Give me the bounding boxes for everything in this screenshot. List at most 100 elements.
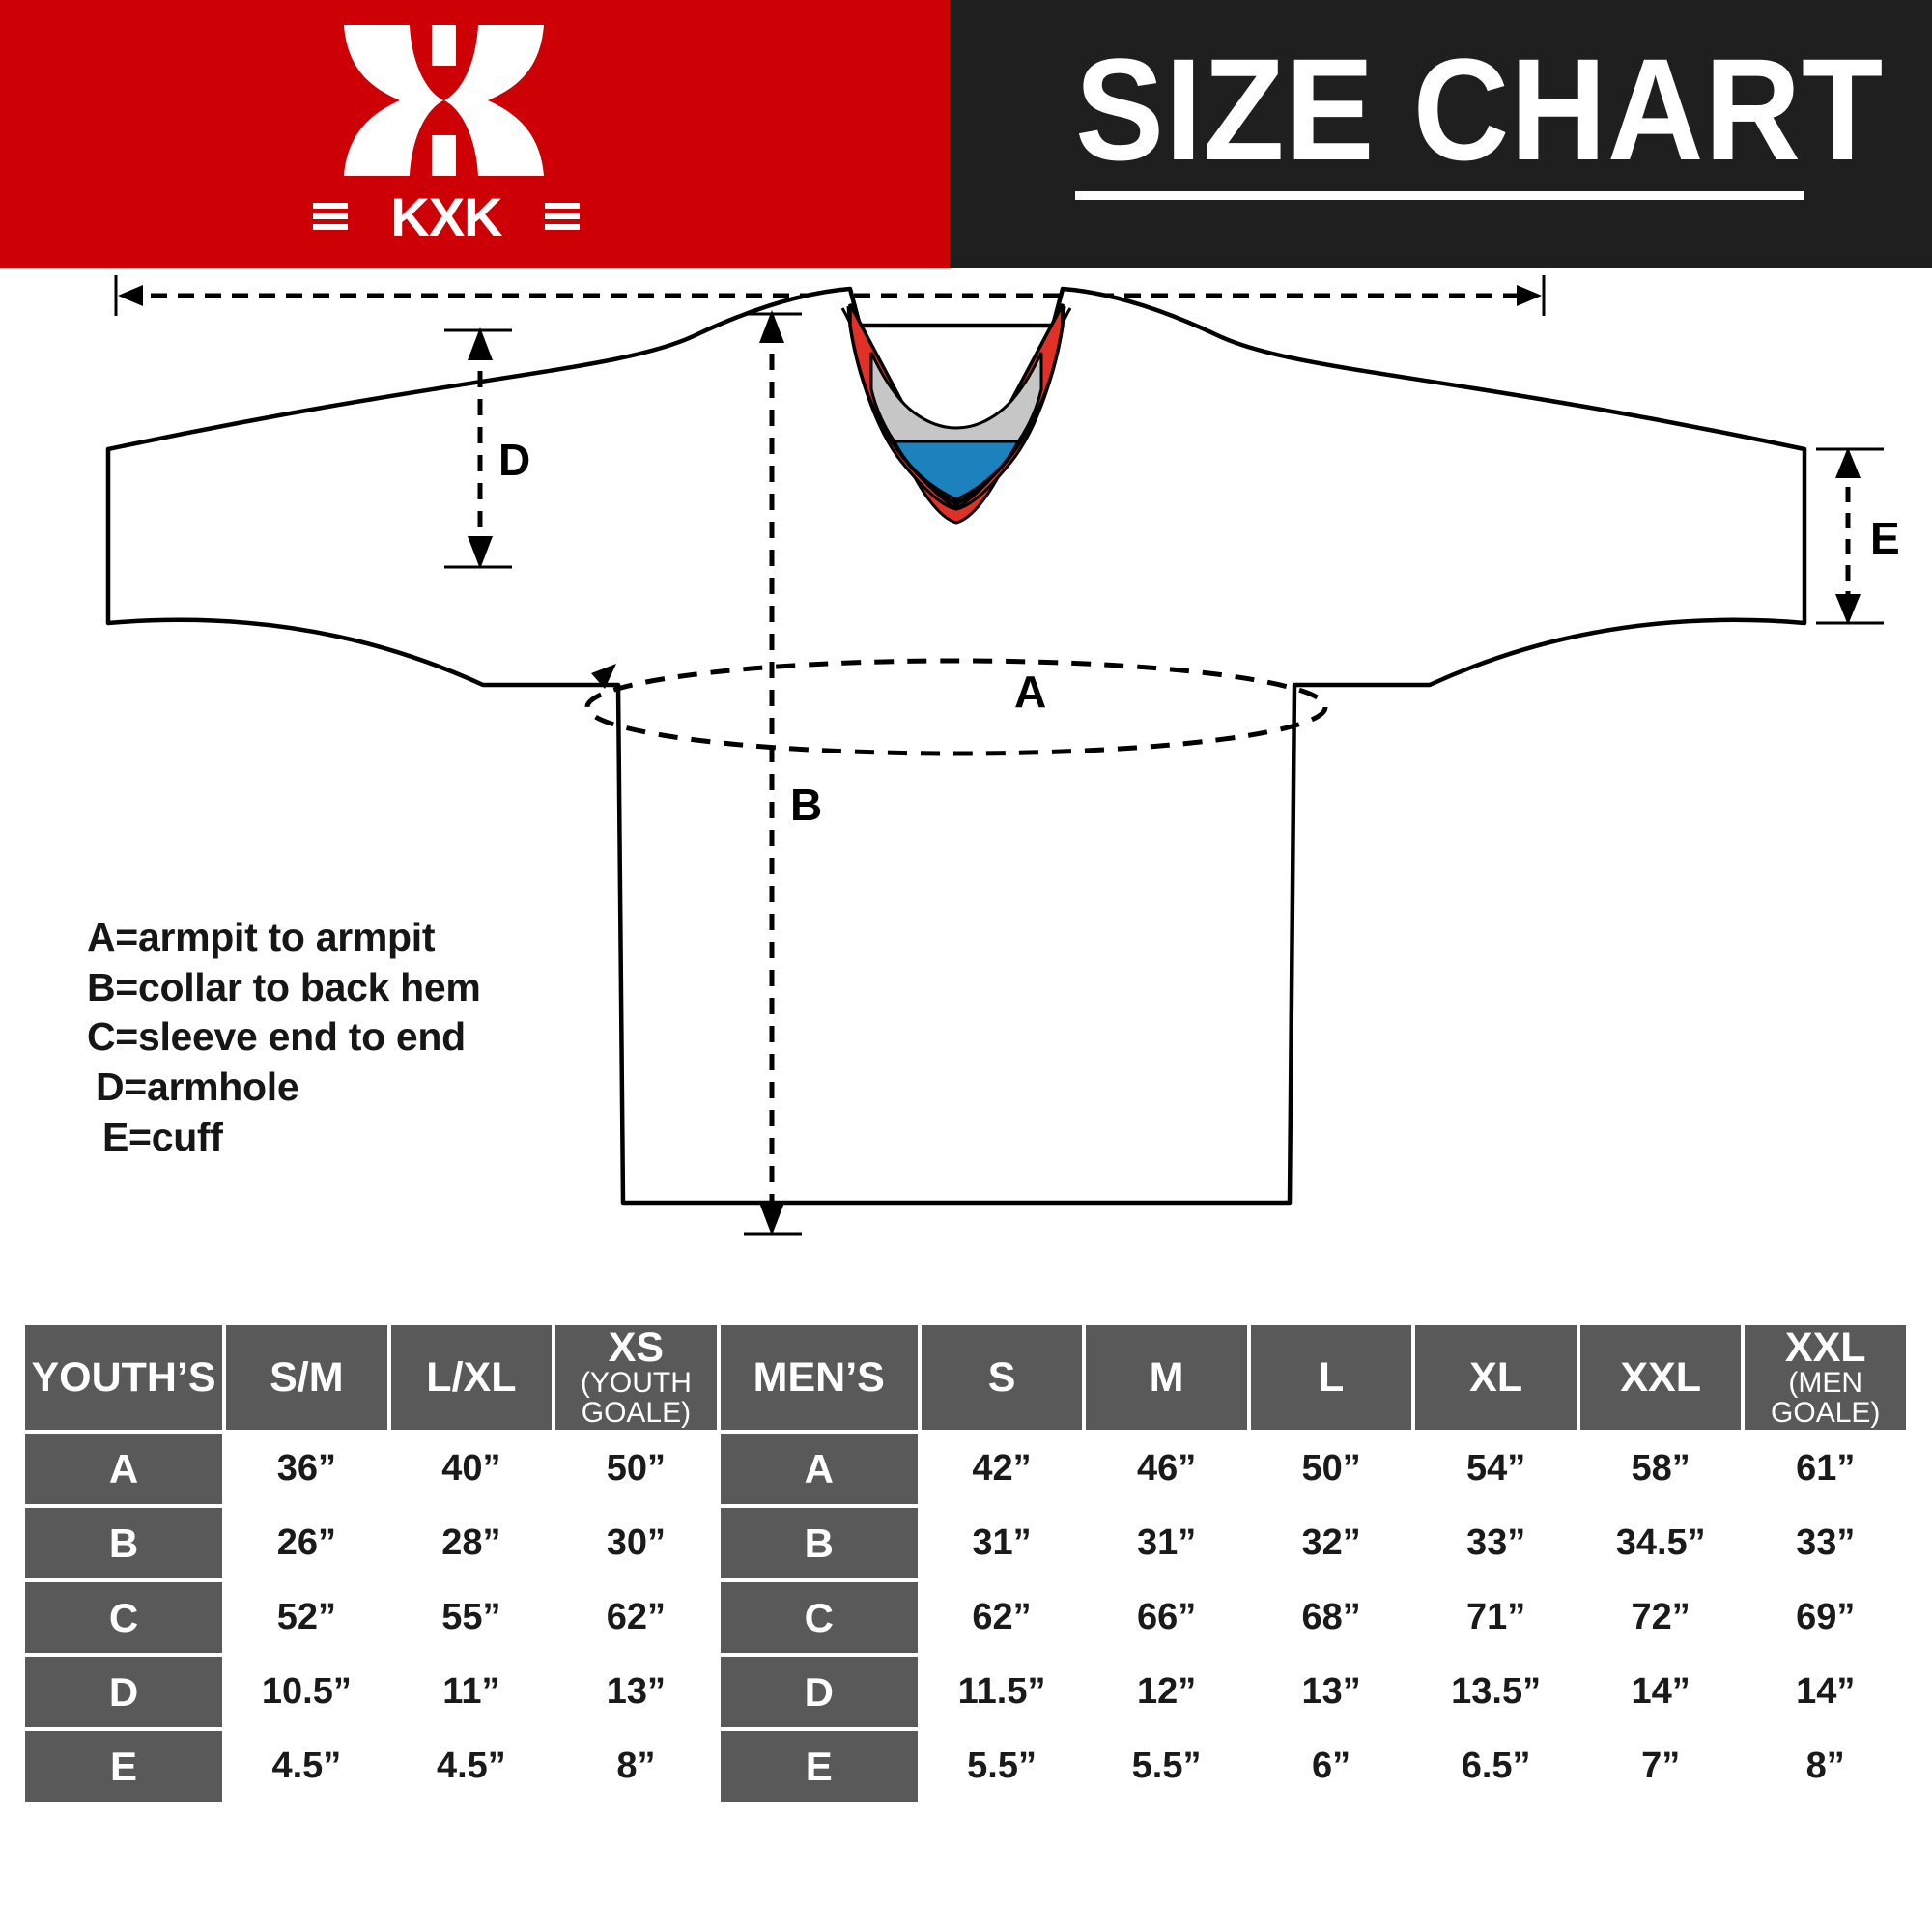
svg-text:KXK: KXK [390, 187, 502, 243]
table-row: E 4.5” 4.5” 8” E 5.5” 5.5” 6” 6.5” 7” 8” [25, 1731, 1906, 1802]
title-block: SIZE CHART [1075, 37, 1906, 200]
dimension-e-label: E [1870, 513, 1900, 563]
dimension-b: B [744, 310, 822, 1236]
header-youth-xs: XS (YOUTH GOALE) [555, 1325, 717, 1430]
title-underline [1075, 191, 1804, 200]
header-mens: MEN’S [720, 1325, 918, 1430]
cell-youth-d-xs: 13” [555, 1657, 717, 1727]
row-label-mens-b: B [720, 1508, 918, 1578]
cell-mens-a-xxl: 58” [1579, 1434, 1742, 1504]
size-chart-table: YOUTH’S S/M L/XL XS (YOUTH GOALE) MEN’S … [21, 1321, 1910, 1805]
cell-youth-a-sm: 36” [226, 1434, 387, 1504]
cell-mens-a-xxlg: 61” [1745, 1434, 1906, 1504]
cell-mens-e-xl: 6.5” [1415, 1731, 1577, 1802]
kxk-wordmark-icon: KXK [313, 186, 580, 247]
header-mens-l: L [1250, 1325, 1412, 1430]
cell-youth-c-lxl: 55” [390, 1582, 553, 1653]
legend-line-d: D=armhole [96, 1064, 299, 1109]
cell-mens-a-xl: 54” [1415, 1434, 1577, 1504]
cell-mens-b-m: 31” [1086, 1508, 1247, 1578]
cell-mens-a-m: 46” [1086, 1434, 1247, 1504]
header-youth-xs-main: XS [608, 1323, 665, 1371]
cell-mens-e-xxlg: 8” [1745, 1731, 1906, 1802]
dimension-a: A [584, 658, 1328, 756]
cell-mens-c-xxl: 72” [1579, 1582, 1742, 1653]
cell-youth-a-xs: 50” [555, 1434, 717, 1504]
cell-mens-e-s: 5.5” [921, 1731, 1083, 1802]
cell-youth-b-sm: 26” [226, 1508, 387, 1578]
cell-mens-d-l: 13” [1250, 1657, 1412, 1727]
cell-mens-d-s: 11.5” [921, 1657, 1083, 1727]
cell-youth-d-sm: 10.5” [226, 1657, 387, 1727]
cell-youth-e-sm: 4.5” [226, 1731, 387, 1802]
cell-mens-d-m: 12” [1086, 1657, 1247, 1727]
kxk-hourglass-logo-icon [344, 25, 544, 176]
cell-mens-b-xxlg: 33” [1745, 1508, 1906, 1578]
header-brand-panel: KXK [0, 0, 950, 268]
header-youth-sm: S/M [226, 1325, 387, 1430]
cell-mens-e-l: 6” [1250, 1731, 1412, 1802]
cell-mens-b-l: 32” [1250, 1508, 1412, 1578]
cell-mens-e-xxl: 7” [1579, 1731, 1742, 1802]
header-youths: YOUTH’S [25, 1325, 223, 1430]
cell-mens-d-xl: 13.5” [1415, 1657, 1577, 1727]
cell-mens-c-s: 62” [921, 1582, 1083, 1653]
cell-mens-b-s: 31” [921, 1508, 1083, 1578]
cell-mens-c-xxlg: 69” [1745, 1582, 1906, 1653]
table-header-row: YOUTH’S S/M L/XL XS (YOUTH GOALE) MEN’S … [25, 1325, 1906, 1430]
collar-accent-triangle [892, 440, 1021, 501]
cell-mens-b-xxl: 34.5” [1579, 1508, 1742, 1578]
header-mens-xl: XL [1415, 1325, 1577, 1430]
cell-youth-d-lxl: 11” [390, 1657, 553, 1727]
jersey-collar [840, 303, 1072, 525]
header-mens-m: M [1086, 1325, 1247, 1430]
legend-line-a: A=armpit to armpit [87, 915, 436, 959]
legend-line-b: B=collar to back hem [87, 964, 481, 1009]
header-youth-lxl: L/XL [390, 1325, 553, 1430]
header-mens-xxl-goalie-sub: (MEN GOALE) [1771, 1366, 1881, 1429]
jersey-diagram: C D B A E [0, 268, 1932, 1311]
header-mens-xxl-goalie-main: XXL [1784, 1323, 1866, 1371]
table-row: B 26” 28” 30” B 31” 31” 32” 33” 34.5” 33… [25, 1508, 1906, 1578]
row-label-mens-e: E [720, 1731, 918, 1802]
cell-youth-b-xs: 30” [555, 1508, 717, 1578]
measurement-legend: A=armpit to armpit B=collar to back hem … [87, 913, 481, 1162]
cell-mens-a-s: 42” [921, 1434, 1083, 1504]
dimension-b-label: B [790, 780, 822, 830]
table-row: C 52” 55” 62” C 62” 66” 68” 71” 72” 69” [25, 1582, 1906, 1653]
cell-mens-b-xl: 33” [1415, 1508, 1577, 1578]
header-title-panel: SIZE CHART [950, 0, 1932, 268]
jersey-outline [105, 286, 1807, 1206]
cell-mens-c-xl: 71” [1415, 1582, 1577, 1653]
cell-mens-c-l: 68” [1250, 1582, 1412, 1653]
cell-youth-c-sm: 52” [226, 1582, 387, 1653]
cell-mens-d-xxl: 14” [1579, 1657, 1742, 1727]
row-label-mens-d: D [720, 1657, 918, 1727]
row-label-youth-a: A [25, 1434, 223, 1504]
row-label-mens-c: C [720, 1582, 918, 1653]
table-row: D 10.5” 11” 13” D 11.5” 12” 13” 13.5” 14… [25, 1657, 1906, 1727]
cell-youth-c-xs: 62” [555, 1582, 717, 1653]
legend-line-c: C=sleeve end to end [87, 1014, 466, 1060]
jersey-technical-drawing: C D B A E [105, 268, 1900, 1236]
cell-youth-a-lxl: 40” [390, 1434, 553, 1504]
row-label-youth-d: D [25, 1657, 223, 1727]
row-label-youth-b: B [25, 1508, 223, 1578]
dimension-a-label: A [1014, 667, 1046, 717]
cell-youth-e-lxl: 4.5” [390, 1731, 553, 1802]
header-youth-xs-sub: (YOUTH GOALE) [580, 1366, 692, 1429]
cell-mens-c-m: 66” [1086, 1582, 1247, 1653]
brand-logo: KXK [311, 21, 582, 248]
row-label-youth-c: C [25, 1582, 223, 1653]
cell-mens-a-l: 50” [1250, 1434, 1412, 1504]
row-label-mens-a: A [720, 1434, 918, 1504]
page-header: KXK SIZE CHART [0, 0, 1932, 268]
cell-mens-e-m: 5.5” [1086, 1731, 1247, 1802]
header-mens-s: S [921, 1325, 1083, 1430]
cell-youth-b-lxl: 28” [390, 1508, 553, 1578]
page-title: SIZE CHART [1075, 28, 1885, 190]
brand-wordmark: KXK [311, 186, 582, 247]
cell-youth-e-xs: 8” [555, 1731, 717, 1802]
header-mens-xxl: XXL [1579, 1325, 1742, 1430]
legend-line-e: E=cuff [102, 1114, 223, 1159]
